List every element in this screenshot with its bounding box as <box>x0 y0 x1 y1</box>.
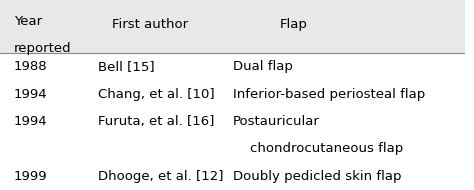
Text: 1988: 1988 <box>14 60 47 73</box>
Text: Postauricular: Postauricular <box>233 115 319 128</box>
Text: Inferior-based periosteal flap: Inferior-based periosteal flap <box>233 88 425 101</box>
Text: 1999: 1999 <box>14 170 47 183</box>
Text: 1994: 1994 <box>14 88 47 101</box>
Text: Bell [15]: Bell [15] <box>98 60 155 73</box>
Text: Flap: Flap <box>279 18 307 31</box>
Text: Dhooge, et al. [12]: Dhooge, et al. [12] <box>98 170 223 183</box>
Text: 1994: 1994 <box>14 115 47 128</box>
Text: Furuta, et al. [16]: Furuta, et al. [16] <box>98 115 214 128</box>
Text: Doubly pedicled skin flap: Doubly pedicled skin flap <box>233 170 401 183</box>
Text: First author: First author <box>112 18 188 31</box>
Text: Chang, et al. [10]: Chang, et al. [10] <box>98 88 214 101</box>
Text: Year: Year <box>14 15 42 28</box>
Text: chondrocutaneous flap: chondrocutaneous flap <box>233 142 403 155</box>
Text: reported: reported <box>14 42 72 55</box>
Text: Dual flap: Dual flap <box>233 60 292 73</box>
Bar <box>0 0 465 53</box>
